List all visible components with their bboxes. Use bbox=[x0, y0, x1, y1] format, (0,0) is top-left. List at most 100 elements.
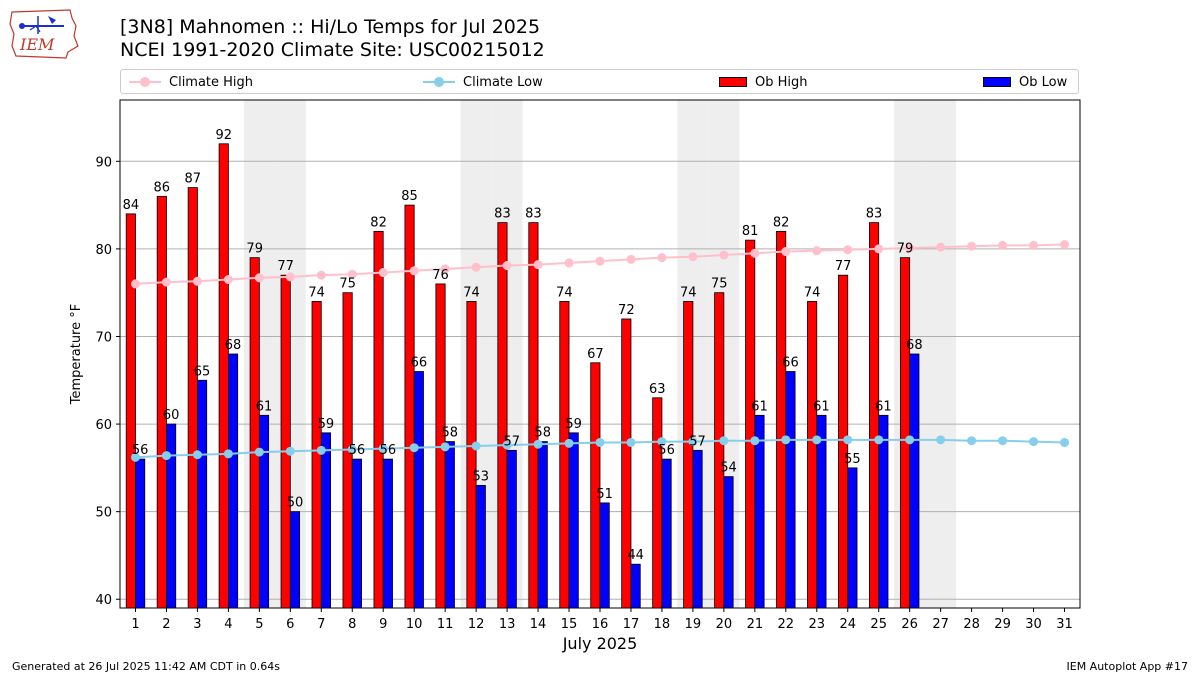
ob-low-bar bbox=[320, 432, 331, 609]
legend-label: Ob Low bbox=[1019, 74, 1068, 90]
ob-low-value-label: 57 bbox=[689, 434, 706, 449]
ob-low-value-label: 58 bbox=[442, 426, 459, 441]
x-tick-label: 9 bbox=[379, 617, 387, 632]
x-tick-label: 24 bbox=[839, 617, 856, 632]
ob-high-value-label: 63 bbox=[649, 382, 666, 397]
legend-label: Climate High bbox=[169, 74, 254, 90]
climate-high-point bbox=[347, 269, 357, 279]
legend-label: Ob High bbox=[755, 74, 808, 90]
x-tick-label: 18 bbox=[654, 617, 671, 632]
climate-high-point bbox=[626, 254, 636, 264]
x-tick-label: 28 bbox=[963, 617, 980, 632]
x-tick-label: 17 bbox=[623, 617, 640, 632]
climate-low-point bbox=[471, 441, 481, 451]
ob-low-value-label: 57 bbox=[503, 434, 520, 449]
ob-high-bar bbox=[125, 213, 136, 609]
x-tick-label: 6 bbox=[286, 617, 294, 632]
ob-low-bar bbox=[413, 371, 424, 609]
climate-high-point bbox=[285, 272, 295, 282]
ob-low-bar bbox=[537, 441, 548, 609]
ob-high-value-label: 79 bbox=[897, 242, 914, 257]
ob-high-bar bbox=[590, 362, 601, 609]
ob-low-value-label: 61 bbox=[813, 399, 830, 414]
ob-low-value-label: 58 bbox=[534, 426, 551, 441]
climate-high-point bbox=[533, 260, 543, 270]
x-axis-label: July 2025 bbox=[562, 634, 638, 653]
legend-item-climate-high: Climate High bbox=[129, 70, 253, 94]
x-tick-label: 2 bbox=[162, 617, 170, 632]
ob-low-bar bbox=[506, 449, 517, 609]
legend-item-ob-low: Ob Low bbox=[983, 70, 1067, 94]
ob-high-bar bbox=[249, 257, 260, 609]
ob-low-bar bbox=[568, 432, 579, 609]
ob-high-value-label: 67 bbox=[587, 347, 604, 362]
ob-low-bar bbox=[630, 563, 641, 609]
ob-high-value-label: 77 bbox=[277, 259, 294, 274]
ob-low-bar bbox=[692, 449, 703, 609]
ob-high-value-label: 86 bbox=[154, 180, 171, 195]
y-axis-label: Temperature °F bbox=[69, 304, 84, 405]
climate-low-point bbox=[440, 442, 450, 452]
ob-low-value-label: 53 bbox=[473, 469, 490, 484]
chart-title: [3N8] Mahnomen :: Hi/Lo Temps for Jul 20… bbox=[120, 16, 541, 38]
ob-low-value-label: 68 bbox=[906, 338, 923, 353]
climate-low-point bbox=[502, 440, 512, 450]
x-tick-label: 29 bbox=[994, 617, 1011, 632]
ob-high-value-label: 82 bbox=[370, 215, 387, 230]
x-tick-label: 10 bbox=[406, 617, 423, 632]
climate-high-point bbox=[936, 242, 946, 252]
ob-high-value-label: 75 bbox=[711, 277, 728, 292]
x-tick-label: 7 bbox=[317, 617, 325, 632]
ob-high-bar bbox=[373, 230, 384, 609]
climate-low-point bbox=[595, 437, 605, 447]
x-tick-label: 3 bbox=[193, 617, 201, 632]
ob-high-value-label: 74 bbox=[463, 285, 480, 300]
climate-low-point bbox=[905, 435, 915, 445]
ob-high-bar bbox=[652, 397, 663, 609]
ob-high-value-label: 74 bbox=[308, 285, 325, 300]
x-tick-label: 16 bbox=[592, 617, 609, 632]
ob-low-bar bbox=[475, 484, 486, 609]
chart-legend: Climate High Climate Low Ob High Ob Low bbox=[120, 69, 1079, 94]
climate-low-point bbox=[750, 436, 760, 446]
x-tick-label: 5 bbox=[255, 617, 263, 632]
ob-low-bar bbox=[816, 414, 827, 609]
x-tick-label: 30 bbox=[1025, 617, 1042, 632]
ob-high-value-label: 83 bbox=[494, 207, 511, 222]
ob-high-value-label: 75 bbox=[339, 277, 356, 292]
y-tick-label: 40 bbox=[95, 593, 112, 608]
ob-high-bar bbox=[497, 222, 508, 609]
ob-high-bar bbox=[807, 301, 818, 609]
climate-high-point bbox=[409, 266, 419, 276]
climate-high-point bbox=[471, 262, 481, 272]
x-tick-label: 26 bbox=[901, 617, 918, 632]
x-tick-label: 19 bbox=[685, 617, 702, 632]
y-tick-label: 90 bbox=[95, 155, 112, 170]
climate-high-legend-marker bbox=[129, 70, 161, 94]
climate-low-point bbox=[285, 446, 295, 456]
ob-high-value-label: 72 bbox=[618, 303, 635, 318]
y-tick-label: 50 bbox=[95, 506, 112, 521]
climate-low-point bbox=[223, 449, 233, 459]
ob-low-bar bbox=[289, 511, 301, 609]
x-tick-label: 8 bbox=[348, 617, 356, 632]
x-tick-label: 25 bbox=[870, 617, 887, 632]
weekend-band bbox=[925, 100, 957, 608]
climate-low-point bbox=[316, 445, 326, 455]
legend-item-climate-low: Climate Low bbox=[423, 70, 543, 94]
climate-high-point bbox=[378, 268, 388, 278]
x-tick-label: 22 bbox=[778, 617, 795, 632]
ob-high-value-label: 83 bbox=[525, 207, 542, 222]
climate-low-point bbox=[812, 435, 822, 445]
climate-low-point bbox=[843, 435, 853, 445]
ob-low-value-label: 59 bbox=[318, 417, 335, 432]
climate-low-point bbox=[533, 439, 543, 449]
climate-high-point bbox=[688, 252, 698, 262]
climate-low-point bbox=[192, 450, 202, 460]
ob-high-bar bbox=[466, 301, 477, 609]
ob-low-value-label: 59 bbox=[565, 417, 582, 432]
ob-high-bar bbox=[559, 301, 570, 609]
ob-low-value-label: 61 bbox=[256, 399, 273, 414]
ob-high-value-label: 84 bbox=[123, 198, 140, 213]
